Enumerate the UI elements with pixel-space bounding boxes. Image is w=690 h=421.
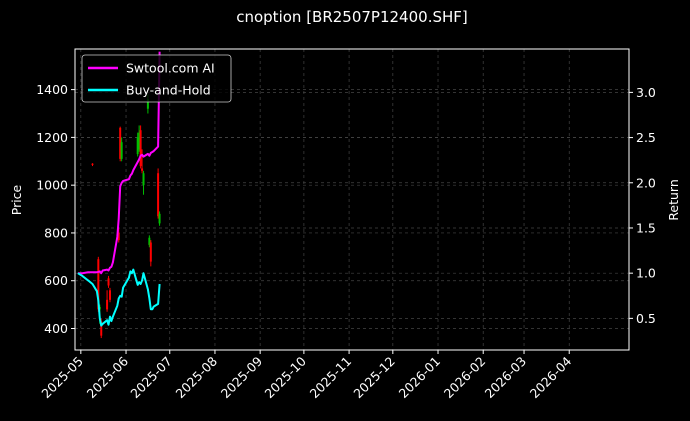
y2-tick-label: 2.5 — [636, 130, 656, 145]
chart-title: cnoption [BR2507P12400.SHF] — [236, 8, 468, 26]
y-tick-label: 1000 — [36, 178, 68, 193]
y2-tick-label: 3.0 — [636, 85, 656, 100]
y-tick-label: 1400 — [36, 82, 68, 97]
y-axis-label: Price — [9, 184, 24, 215]
candle-body — [119, 127, 122, 159]
legend: Swtool.com AI Buy-and-Hold — [81, 54, 232, 103]
y-axis-right: 0.5 1.0 1.5 2.0 2.5 3.0 — [629, 85, 656, 326]
y-tick-label: 400 — [44, 321, 68, 336]
candle-body — [148, 237, 151, 245]
candle-body — [117, 232, 120, 241]
candle-body — [158, 213, 161, 224]
candle-body — [139, 130, 142, 167]
legend-box — [81, 54, 232, 103]
series-line-strategy — [77, 51, 161, 275]
legend-label: Swtool.com AI — [126, 61, 215, 76]
series-lines — [77, 51, 161, 327]
y2-tick-label: 1.0 — [636, 266, 656, 281]
candle-body — [136, 137, 139, 155]
candle-body — [157, 173, 160, 217]
y2-tick-label: 1.5 — [636, 220, 656, 235]
candle-body — [108, 290, 111, 300]
candle-body — [142, 173, 145, 186]
y-tick-label: 1200 — [36, 130, 68, 145]
candle-body — [149, 242, 152, 262]
candle-body — [120, 142, 123, 159]
legend-label: Buy-and-Hold — [126, 83, 211, 98]
candle-body — [146, 99, 149, 109]
candle-body — [141, 168, 144, 171]
candle-body — [138, 132, 141, 150]
y-tick-label: 800 — [44, 225, 68, 240]
plot-frame — [74, 48, 630, 351]
candle-body — [91, 163, 94, 165]
y2-axis-label: Return — [666, 179, 681, 220]
y-tick-label: 600 — [44, 273, 68, 288]
candle-body — [107, 278, 110, 286]
y2-tick-label: 0.5 — [636, 311, 656, 326]
candle-body — [97, 259, 100, 310]
y2-tick-label: 2.0 — [636, 175, 656, 190]
candle-body — [100, 321, 103, 336]
series-line-buy-and-hold — [77, 268, 161, 327]
y-axis-left: 400 600 800 1000 1200 1400 — [36, 82, 75, 336]
candle-body — [106, 299, 109, 310]
